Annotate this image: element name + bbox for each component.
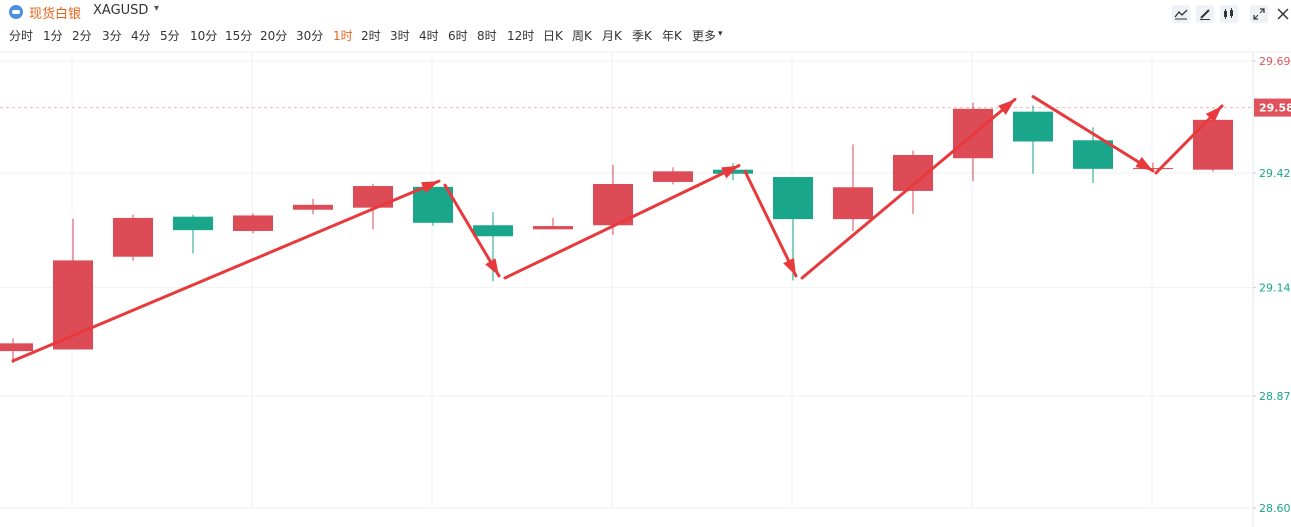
period-option[interactable]: 10分 [190,29,218,43]
arrow-head [485,258,499,276]
candlestick-icon[interactable] [1220,5,1238,23]
period-option[interactable]: 分时 [9,29,34,43]
period-option[interactable]: 3分 [102,29,122,43]
instrument-icon [9,5,23,19]
trend-arrow [443,183,501,278]
candle-up [233,215,273,231]
candle-down [713,169,753,174]
title-bar: 现货白银 XAGUSD ▾ [0,0,1291,24]
period-option[interactable]: 1时 [333,29,353,43]
close-icon[interactable] [1274,5,1291,23]
period-option[interactable]: 30分 [296,29,324,43]
candle-up [113,217,153,257]
candle-up [353,186,393,208]
period-option[interactable]: 15分 [225,29,253,43]
line-tool-icon[interactable] [1172,5,1190,23]
period-option[interactable]: 8时 [477,29,497,43]
trend-arrow [1031,95,1155,173]
period-option[interactable]: 2分 [72,29,92,43]
arrow-head [998,99,1015,115]
period-option[interactable]: 更多 [692,29,717,43]
trend-arrow [11,179,441,363]
candle-up [653,171,693,182]
instrument-symbol-selector[interactable]: XAGUSD [93,3,149,18]
period-option[interactable]: 2时 [361,29,381,43]
pen-tool-icon[interactable] [1196,5,1214,23]
period-option[interactable]: 1分 [43,29,63,43]
period-option[interactable]: 周K [572,29,592,43]
y-tick-label: 29.42 [1259,167,1291,180]
period-option[interactable]: 4分 [131,29,151,43]
period-option[interactable]: 3时 [390,29,410,43]
candle-down [173,216,213,231]
period-option[interactable]: 20分 [260,29,288,43]
arrow-head [783,258,796,276]
period-option[interactable]: 5分 [160,29,180,43]
candle-up [533,226,573,230]
candle-down [413,186,453,223]
candle-up [0,343,33,352]
period-option[interactable]: 年K [662,29,682,43]
y-tick-label: 28.874 [1259,390,1291,403]
period-option[interactable]: 4时 [419,29,439,43]
y-tick-label: 29.694 [1259,55,1291,68]
candle-up [1133,168,1173,170]
y-tick-label: 29.14 [1259,281,1291,294]
y-tick-label: 28.60 [1259,502,1291,515]
candle-up [293,204,333,210]
candle-up [833,187,873,220]
period-option[interactable]: 12时 [507,29,535,43]
arrow-head [1135,156,1153,171]
arrow-head [1205,105,1222,123]
instrument-name: 现货白银 [29,7,82,22]
trend-arrow [800,97,1017,280]
expand-icon[interactable] [1250,5,1268,23]
arrow-head [721,165,739,179]
chevron-down-icon[interactable]: ▾ [718,29,723,39]
candle-down [473,225,513,237]
trend-arrow [743,169,798,278]
current-price-badge [1254,98,1291,117]
period-option[interactable]: 季K [632,29,652,43]
trend-arrow [503,164,741,280]
period-option[interactable]: 日K [543,29,563,43]
candle-down [1013,111,1053,142]
period-option[interactable]: 6时 [448,29,468,43]
candle-down [773,177,813,220]
period-option[interactable]: 月K [602,29,622,43]
chevron-down-icon[interactable]: ▾ [154,3,160,14]
arrow-head [421,181,439,194]
current-price-label: 29.58 [1259,102,1291,115]
candle-down [1073,140,1113,169]
